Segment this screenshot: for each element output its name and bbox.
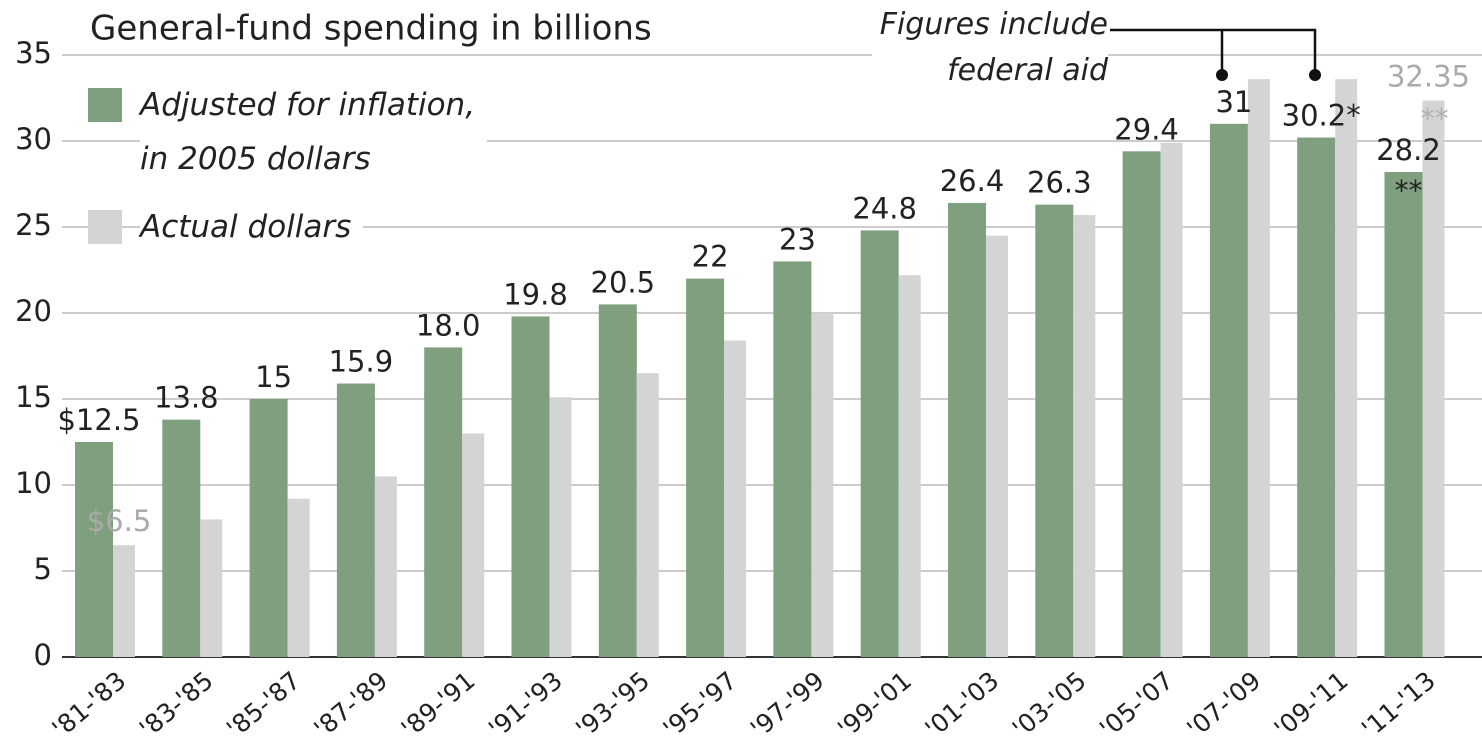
bar [724, 340, 747, 657]
x-tick-label: '09-'11 [1269, 666, 1354, 744]
chart-title: General-fund spending in billions [90, 9, 652, 49]
y-tick-label: 20 [15, 294, 52, 328]
y-tick-label: 0 [34, 638, 52, 672]
data-label: 31 [1215, 85, 1252, 119]
y-tick-label: 5 [34, 552, 52, 586]
y-tick-label: 10 [15, 466, 52, 500]
data-label: 32.35 [1387, 60, 1470, 94]
bar [462, 433, 485, 657]
data-label: 24.8 [852, 191, 917, 225]
bar [986, 235, 1008, 657]
data-label: 19.8 [503, 277, 568, 311]
bar [113, 545, 135, 657]
y-tick-label: 15 [15, 380, 52, 414]
bar [1384, 171, 1423, 657]
legend-swatch [88, 88, 122, 122]
data-label: 26.3 [1027, 166, 1092, 200]
y-tick-label: 35 [15, 36, 52, 70]
bar [636, 373, 659, 657]
data-label: $6.5 [87, 504, 152, 538]
bar [75, 442, 113, 657]
x-tick-label: '87-'89 [308, 666, 393, 744]
bar [1247, 79, 1270, 657]
data-label: 23 [779, 222, 816, 256]
bar [811, 313, 834, 657]
bracket-dot [1309, 69, 1321, 81]
x-tick-label: '89-'91 [396, 666, 481, 744]
x-tick-label: '83-'85 [134, 666, 219, 744]
bar [162, 419, 201, 657]
data-label: 28.2 [1376, 133, 1441, 167]
bar [1335, 79, 1358, 657]
x-tick-label: '93-'95 [570, 666, 655, 744]
bar [374, 476, 397, 657]
bar [549, 397, 572, 657]
bar [200, 519, 223, 657]
x-tick-label: '99-'01 [832, 666, 917, 744]
data-label: 13.8 [154, 381, 219, 415]
legend-label: Adjusted for inflation, in 2005 dollars [140, 78, 488, 186]
bar [1122, 151, 1161, 657]
legend-label: Actual dollars [140, 200, 364, 254]
bar [598, 304, 637, 657]
bracket-dot [1216, 69, 1228, 81]
bar [1422, 100, 1445, 657]
x-tick-label: '97-'99 [745, 666, 830, 744]
annotation: ** [1395, 174, 1423, 207]
bar [249, 399, 288, 657]
bar [773, 261, 812, 657]
data-label: 15.9 [329, 345, 394, 379]
bar [336, 383, 375, 657]
bar [948, 202, 986, 658]
x-tick-label: '85-'87 [221, 666, 306, 744]
bar [898, 275, 921, 657]
y-tick-label: 30 [15, 122, 52, 156]
data-label: 20.5 [591, 265, 656, 299]
annotation: ** [1421, 102, 1449, 135]
x-tick-label: '03-'05 [1007, 666, 1092, 744]
bar [511, 316, 550, 657]
x-tick-label: '11-'13 [1356, 666, 1441, 744]
x-tick-label: '07-'09 [1181, 666, 1266, 744]
bar [1160, 142, 1183, 658]
bracket [1110, 28, 1317, 75]
bar [1209, 123, 1248, 658]
data-label: 18.0 [416, 308, 481, 342]
bar [860, 230, 899, 657]
data-label: 15 [255, 360, 292, 394]
annotation: Figures include federal aid [871, 2, 1108, 94]
x-tick-label: '01-'03 [920, 666, 1005, 744]
x-tick-label: '91-'93 [483, 666, 568, 744]
x-tick-label: '95-'97 [658, 666, 743, 744]
bar [1073, 214, 1096, 657]
data-label: 22 [692, 240, 729, 274]
data-label: $12.5 [57, 403, 140, 437]
bar [1297, 137, 1336, 657]
bar [1035, 204, 1074, 657]
data-label: 30.2* [1282, 99, 1361, 133]
data-label: 29.4 [1114, 112, 1179, 146]
y-tick-label: 25 [15, 208, 52, 242]
bar [287, 498, 310, 657]
bar [686, 278, 725, 657]
x-tick-label: '05-'07 [1094, 666, 1179, 744]
bar [424, 347, 463, 657]
legend-swatch [88, 210, 122, 244]
data-label: 26.4 [940, 164, 1005, 198]
x-tick-label: '81-'83 [47, 666, 132, 744]
